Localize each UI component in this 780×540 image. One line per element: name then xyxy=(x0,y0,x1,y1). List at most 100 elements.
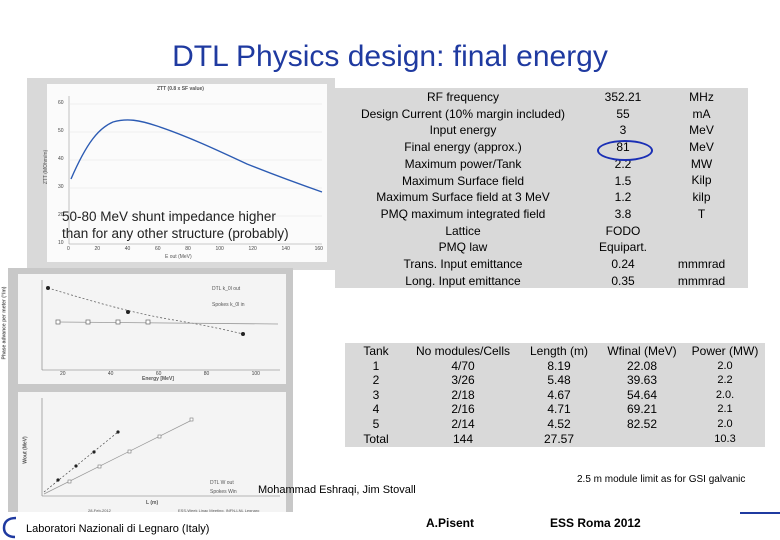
wfinal-cell: 39.63 xyxy=(626,373,658,388)
modules-header: No modules/Cells xyxy=(415,344,511,358)
xtick: 60 xyxy=(154,246,161,252)
ytick: 20 xyxy=(58,212,64,218)
param-unit: Kilp xyxy=(691,173,712,188)
length-cell: 5.48 xyxy=(547,373,571,388)
param-unit: mmmrad xyxy=(677,256,726,271)
xtick: 20 xyxy=(60,371,66,377)
ytick: 30 xyxy=(58,184,64,190)
param-unit: mA xyxy=(692,106,711,121)
xtick: 40 xyxy=(107,371,114,377)
footer-divider xyxy=(740,512,780,514)
xtick: 100 xyxy=(215,246,224,252)
xtick: 60 xyxy=(155,371,162,377)
modules-cell: 3/26 xyxy=(451,373,475,388)
tank-cell: 4 xyxy=(372,402,380,417)
modules-cell: 4/70 xyxy=(451,358,475,373)
length-cell: 4.67 xyxy=(547,387,571,402)
spokes-k0l-points xyxy=(55,319,151,325)
wfinal-header: Wfinal (MeV) xyxy=(607,344,677,358)
xtick: 100 xyxy=(251,371,260,377)
param-unit: MW xyxy=(690,156,713,171)
power-cell: 2.0 xyxy=(717,359,733,372)
tank-column: Tank 1 2 3 4 5 Total xyxy=(345,344,407,446)
footer-speaker: A.Pisent xyxy=(426,516,475,530)
phase-advance-ylabel: Phase advance per meter (°/m) xyxy=(1,286,8,360)
slide-title: DTL Physics design: final energy xyxy=(172,40,608,73)
ytick: 40 xyxy=(58,156,64,162)
wfinal-column: Wfinal (MeV) 22.08 39.63 54.64 69.21 82.… xyxy=(599,344,685,432)
lab-logo-icon xyxy=(2,516,17,539)
tank-cell: Total xyxy=(363,431,389,446)
footer-bar: Laboratori Nazionali di Legnaro (Italy) … xyxy=(0,512,780,540)
phase-advance-plot: Phase advance per meter (°/m) Energy [Me… xyxy=(1,274,286,384)
wfinal-cell: 54.64 xyxy=(626,387,658,402)
ztt-plot-title: ZTT (0.8 x SF value) xyxy=(157,86,204,92)
ytick: 10 xyxy=(58,240,64,246)
xtick: 80 xyxy=(185,246,191,252)
xtick: 20 xyxy=(94,246,101,252)
param-name: Trans. Input emittance xyxy=(403,257,523,272)
dtl-k0l-points xyxy=(46,286,245,336)
length-header: Length (m) xyxy=(529,344,589,358)
param-unit: mmmrad xyxy=(677,273,726,288)
ytick: 50 xyxy=(58,128,64,134)
modules-cell: 144 xyxy=(452,431,474,446)
param-unit: MeV xyxy=(689,123,714,138)
param-value: 0.24 xyxy=(611,257,635,272)
param-name: Long. Input emittance xyxy=(405,273,521,288)
param-values-column: 352.21 55 3 81 2.2 1.5 1.2 3.8 FODO Equi… xyxy=(591,89,655,289)
ztt-plot-panel: ZTT (0.8 x SF value) ZTT (MOhm/m) E out … xyxy=(27,78,335,270)
length-cell: 27.57 xyxy=(543,431,575,446)
modules-cell: 2/14 xyxy=(451,416,475,431)
dtl-k0l-curve xyxy=(47,287,244,335)
ztt-plot-xlabel: E out (MeV) xyxy=(165,254,192,260)
modules-cell: 2/16 xyxy=(451,402,475,417)
param-unit: kilp xyxy=(692,190,711,205)
wout-footer-date: 28-Feb-2012 xyxy=(88,508,111,513)
ytick: 60 xyxy=(58,100,64,106)
phase-advance-xticks: 20 40 60 80 100 xyxy=(60,371,260,377)
tank-cell: 5 xyxy=(372,416,380,431)
param-name: Maximum power/Tank xyxy=(404,156,522,171)
ztt-plot-svg xyxy=(68,96,323,245)
power-cell: 2.0. xyxy=(715,388,735,401)
wout-legend-dtl: DTL W out xyxy=(210,480,234,486)
param-value: 1.2 xyxy=(614,190,632,205)
phase-advance-svg xyxy=(41,280,280,371)
param-value: Equipart. xyxy=(598,240,648,255)
phase-advance-xlabel: Energy [MeV] xyxy=(142,376,174,382)
power-cell: 2.0 xyxy=(717,417,733,430)
power-column: Power (MW) 2.0 2.2 2.0. 2.1 2.0 10.3 xyxy=(685,344,765,446)
spokes-k0l-curve xyxy=(57,321,279,325)
xtick: 160 xyxy=(314,246,323,252)
dtl-w-out-line xyxy=(43,431,119,493)
param-value: FODO xyxy=(605,223,641,238)
length-cell: 4.52 xyxy=(547,416,571,431)
ztt-plot-gridlines xyxy=(69,103,322,217)
ztt-curve xyxy=(70,119,323,193)
wout-footer-meeting: ESS-Week Linac Meeting, INFN-LNL Legnaro xyxy=(178,508,260,513)
param-name: PMQ maximum integrated field xyxy=(380,206,546,221)
xtick: 140 xyxy=(281,246,290,252)
wfinal-cell: 82.52 xyxy=(626,416,658,431)
wout-xlabel: L (m) xyxy=(146,500,159,506)
spokes-win-points xyxy=(67,417,194,484)
wout-svg xyxy=(41,398,280,497)
param-name: RF frequency xyxy=(426,90,500,104)
dtl-w-out-points xyxy=(56,430,120,482)
phase-legend-spokes: Spokes k_0l in xyxy=(212,302,245,308)
phase-energy-plots-panel: Phase advance per meter (°/m) Energy [Me… xyxy=(1,268,293,524)
param-unit: T xyxy=(697,206,706,221)
param-value: 3.8 xyxy=(614,206,632,221)
tank-cell: 2 xyxy=(372,373,380,388)
tank-cell: 3 xyxy=(372,387,380,402)
ztt-plot-yticks: 60 50 40 30 20 10 xyxy=(58,100,64,246)
parameters-table: RF frequency Design Current (10% margin … xyxy=(335,88,748,288)
param-units-column: MHz mA MeV MeV MW Kilp kilp T mmmrad mmm… xyxy=(655,89,748,289)
param-name: Maximum Surface field at 3 MeV xyxy=(376,190,550,205)
power-cell: 2.2 xyxy=(717,374,733,387)
shunt-impedance-note: 50-80 MeV shunt impedance higher than fo… xyxy=(62,209,289,241)
wout-plot: Wout (MeV) L (m) DTL W out Spokes Win 28… xyxy=(18,392,286,518)
final-energy-highlight-oval xyxy=(597,140,653,161)
ztt-plot-area: ZTT (0.8 x SF value) ZTT (MOhm/m) E out … xyxy=(43,84,327,262)
